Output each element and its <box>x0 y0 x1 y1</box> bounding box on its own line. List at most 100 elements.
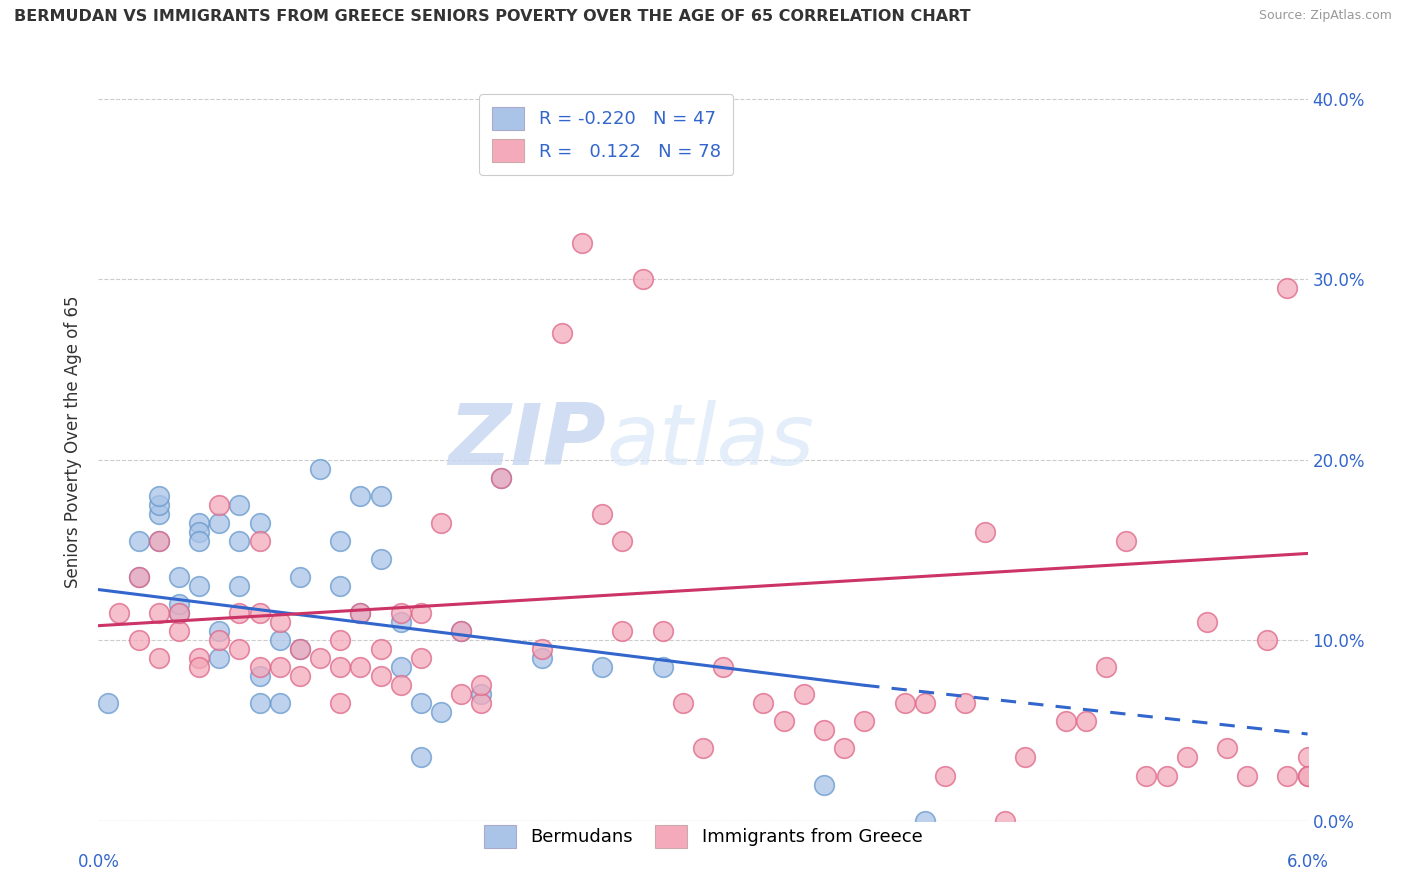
Point <box>591 507 613 521</box>
Point <box>148 533 170 548</box>
Point <box>269 696 291 710</box>
Point <box>208 651 231 665</box>
Point <box>349 660 371 674</box>
Point <box>208 516 231 530</box>
Point <box>188 533 211 548</box>
Point <box>269 633 291 648</box>
Point <box>167 606 190 620</box>
Point <box>148 651 170 665</box>
Point <box>914 696 936 710</box>
Point <box>128 633 150 648</box>
Point <box>269 660 291 674</box>
Point <box>228 606 250 620</box>
Point <box>128 570 150 584</box>
Text: 6.0%: 6.0% <box>1286 853 1329 871</box>
Point <box>167 606 190 620</box>
Point <box>188 651 211 665</box>
Point <box>1277 768 1299 782</box>
Point <box>228 579 250 593</box>
Point <box>148 606 170 620</box>
Point <box>389 615 412 629</box>
Point <box>228 642 250 657</box>
Point <box>389 678 412 692</box>
Point <box>349 489 371 503</box>
Point <box>188 516 211 530</box>
Point <box>249 660 271 674</box>
Point <box>409 651 432 665</box>
Point <box>148 533 170 548</box>
Point <box>934 768 956 782</box>
Point <box>148 498 170 512</box>
Point <box>813 723 835 738</box>
Point <box>711 660 734 674</box>
Point <box>793 687 815 701</box>
Point <box>1156 768 1178 782</box>
Point <box>288 642 311 657</box>
Point <box>329 696 352 710</box>
Y-axis label: Seniors Poverty Over the Age of 65: Seniors Poverty Over the Age of 65 <box>65 295 83 588</box>
Point <box>309 651 332 665</box>
Point <box>530 651 553 665</box>
Point <box>530 642 553 657</box>
Point <box>288 669 311 683</box>
Point <box>188 660 211 674</box>
Point <box>1277 281 1299 295</box>
Point <box>1054 714 1077 729</box>
Text: Source: ZipAtlas.com: Source: ZipAtlas.com <box>1258 9 1392 22</box>
Point <box>167 570 190 584</box>
Point <box>249 516 271 530</box>
Point <box>953 696 976 710</box>
Point <box>329 633 352 648</box>
Point <box>470 696 492 710</box>
Point <box>672 696 695 710</box>
Point <box>208 498 231 512</box>
Point <box>208 633 231 648</box>
Point <box>370 489 392 503</box>
Point <box>409 606 432 620</box>
Point <box>167 624 190 639</box>
Point <box>1074 714 1097 729</box>
Point <box>974 524 997 539</box>
Point <box>651 624 673 639</box>
Point <box>128 570 150 584</box>
Point <box>752 696 775 710</box>
Point <box>167 597 190 611</box>
Text: atlas: atlas <box>606 400 814 483</box>
Point <box>97 696 120 710</box>
Point <box>329 660 352 674</box>
Point <box>692 741 714 756</box>
Point <box>470 678 492 692</box>
Point <box>651 660 673 674</box>
Point <box>128 533 150 548</box>
Point <box>249 696 271 710</box>
Point <box>188 579 211 593</box>
Point <box>329 533 352 548</box>
Point <box>409 696 432 710</box>
Point <box>1175 750 1198 764</box>
Point <box>1256 633 1278 648</box>
Point <box>1296 750 1319 764</box>
Point <box>249 669 271 683</box>
Point <box>148 489 170 503</box>
Point <box>1135 768 1157 782</box>
Point <box>450 624 472 639</box>
Point <box>491 470 513 484</box>
Point <box>107 606 129 620</box>
Point <box>832 741 855 756</box>
Point <box>430 706 453 720</box>
Point <box>470 687 492 701</box>
Point <box>1195 615 1218 629</box>
Point <box>893 696 915 710</box>
Point <box>329 579 352 593</box>
Point <box>208 624 231 639</box>
Text: BERMUDAN VS IMMIGRANTS FROM GREECE SENIORS POVERTY OVER THE AGE OF 65 CORRELATIO: BERMUDAN VS IMMIGRANTS FROM GREECE SENIO… <box>14 9 970 24</box>
Point <box>269 615 291 629</box>
Point <box>370 669 392 683</box>
Point <box>1236 768 1258 782</box>
Point <box>228 498 250 512</box>
Point <box>409 750 432 764</box>
Point <box>430 516 453 530</box>
Point <box>853 714 876 729</box>
Point <box>612 624 634 639</box>
Point <box>1216 741 1239 756</box>
